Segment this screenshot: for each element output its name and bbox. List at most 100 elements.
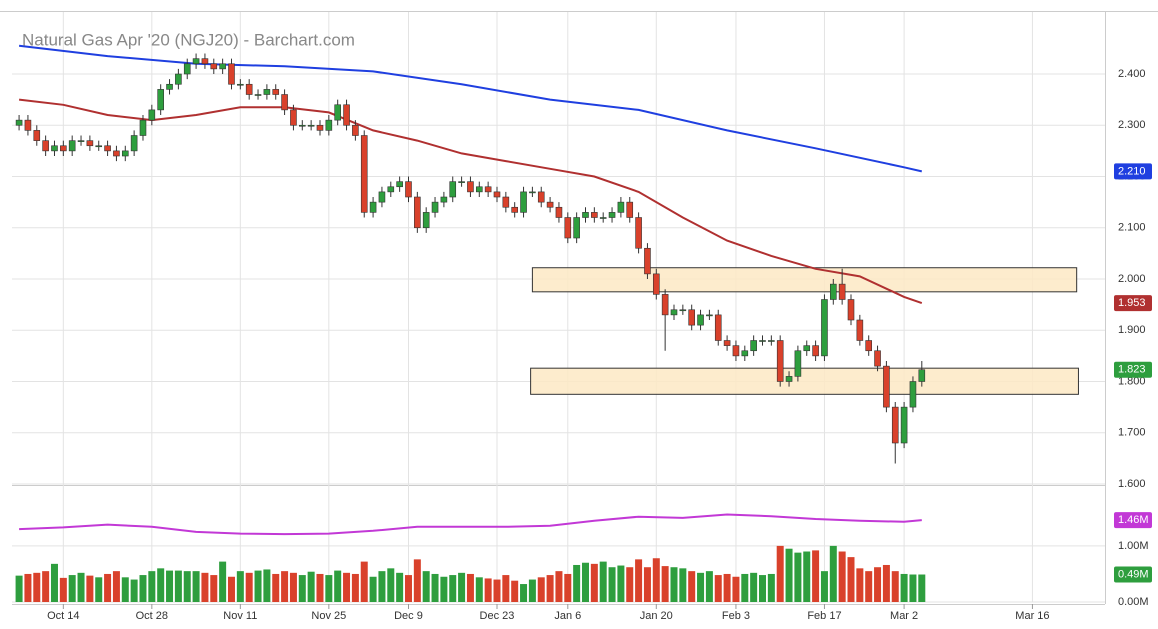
last-price-label: 1.823 [1118,364,1146,376]
candle-body [768,340,775,342]
candle-body [883,365,890,408]
candle-body [794,350,802,377]
x-tick-label: Nov 11 [223,610,257,622]
volume-bar [847,557,855,602]
volume-bar [785,548,793,602]
volume-bar [891,571,899,602]
volume-bar [431,573,439,602]
candle-body [449,181,457,198]
candle-body [546,201,554,208]
candle-body [316,124,324,131]
candle-body [113,150,120,157]
candle-body [723,340,731,346]
volume-bar [520,584,528,602]
candle-body [166,83,173,90]
candle-body [325,119,333,131]
volume-bar [404,575,412,602]
candle-body [741,350,749,357]
volume-bar [139,575,147,602]
volume-bar [236,571,244,602]
candle-body [732,345,740,357]
volume-bar [856,568,864,602]
candle-body [856,319,864,341]
volume-tick-label: 1.00M [1118,540,1149,552]
volume-bar [909,574,917,602]
volume-bar [705,571,713,602]
candle-body [139,119,147,136]
volume-bar [652,558,660,602]
volume-bar [174,570,182,602]
candle-body [829,283,837,300]
volume-bar [272,573,280,602]
candle-body [51,145,58,152]
volume-bar [33,572,41,602]
y-tick-label: 2.100 [1118,222,1146,234]
candle-body [307,124,315,127]
volume-bar [183,571,191,602]
volume-bar [546,575,554,602]
candle-body [148,109,156,121]
candle-body [121,150,129,157]
volume-bar [378,571,386,602]
candle-body [484,186,492,193]
volume-bar [528,579,536,602]
volume-bar [130,579,138,602]
candle-body [228,63,235,85]
candle-body [900,406,908,444]
volume-bar [351,573,359,602]
volume-tick-label: 0.00M [1118,596,1149,608]
candle-body [865,340,872,352]
candle-body [529,191,536,194]
volume-bar [86,575,94,602]
candle-body [750,340,757,352]
candle-body [360,135,368,213]
candle-body [369,201,377,213]
candle-body [688,309,695,326]
volume-bar [758,575,766,602]
candle-body [281,94,288,111]
volume-bar [475,577,483,602]
candle-body [706,314,713,317]
volume-bar [440,576,448,602]
candle-body [272,89,280,95]
candle-body [396,181,403,188]
volume-bar [307,571,315,602]
candle-body [714,314,722,341]
candle-body [537,191,545,203]
x-tick-label: Nov 25 [311,610,346,622]
candle-body [60,145,67,152]
volume-bar [511,580,519,602]
volume-bar [42,571,50,602]
volume-bar [210,575,218,602]
x-tick-label: Jan 20 [640,610,673,622]
volume-bar [812,550,820,602]
volume-bar [820,571,828,602]
candle-body [431,201,439,213]
volume-bar [68,575,76,602]
volume-bar [59,577,67,602]
volume-bar [723,573,731,602]
candle-body [157,89,164,111]
volume-bar [732,576,740,602]
volume-bar [581,562,589,602]
candle-body [175,73,182,85]
volume-bar [104,573,112,602]
candle-body [821,299,828,357]
volume-bar [254,570,262,602]
volume-bar [679,568,687,602]
volume-bar [661,566,669,602]
volume-bar [838,551,846,602]
candle-body [502,196,510,208]
volume-bar [617,565,625,602]
candle-body [405,181,412,198]
x-tick-label: Mar 2 [890,610,918,622]
volume-bar [396,572,404,602]
volume-bar [316,573,324,602]
volume-bar [458,572,466,602]
candle-body [652,273,660,295]
candle-body [387,186,395,193]
volume-bar [882,564,890,602]
volume-bar [369,576,377,602]
candle-body [847,299,855,321]
